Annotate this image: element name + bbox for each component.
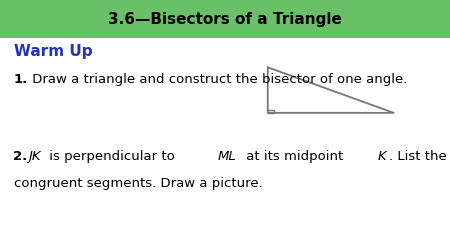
Text: ML: ML: [217, 150, 236, 163]
Text: . List the: . List the: [389, 150, 447, 163]
Text: congruent segments. Draw a picture.: congruent segments. Draw a picture.: [14, 176, 262, 189]
Text: at its midpoint: at its midpoint: [242, 150, 347, 163]
Text: JK: JK: [28, 150, 41, 163]
FancyBboxPatch shape: [0, 0, 450, 39]
Text: Warm Up: Warm Up: [14, 44, 92, 59]
Text: 3.6—Bisectors of a Triangle: 3.6—Bisectors of a Triangle: [108, 12, 342, 27]
Text: 1.: 1.: [14, 73, 28, 86]
Text: K: K: [378, 150, 387, 163]
Text: is perpendicular to: is perpendicular to: [45, 150, 179, 163]
Text: 2.: 2.: [14, 150, 28, 163]
Text: Draw a triangle and construct the bisector of one angle.: Draw a triangle and construct the bisect…: [28, 73, 408, 86]
